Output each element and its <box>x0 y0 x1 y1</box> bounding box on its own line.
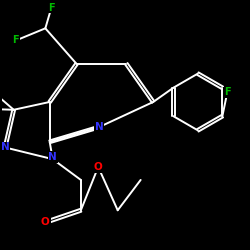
Text: F: F <box>48 2 55 12</box>
Text: O: O <box>94 162 102 172</box>
Text: F: F <box>12 36 19 46</box>
Text: O: O <box>41 218 50 228</box>
Text: N: N <box>1 142 9 152</box>
Text: N: N <box>48 152 57 162</box>
Text: F: F <box>224 88 230 98</box>
Text: N: N <box>95 122 104 132</box>
